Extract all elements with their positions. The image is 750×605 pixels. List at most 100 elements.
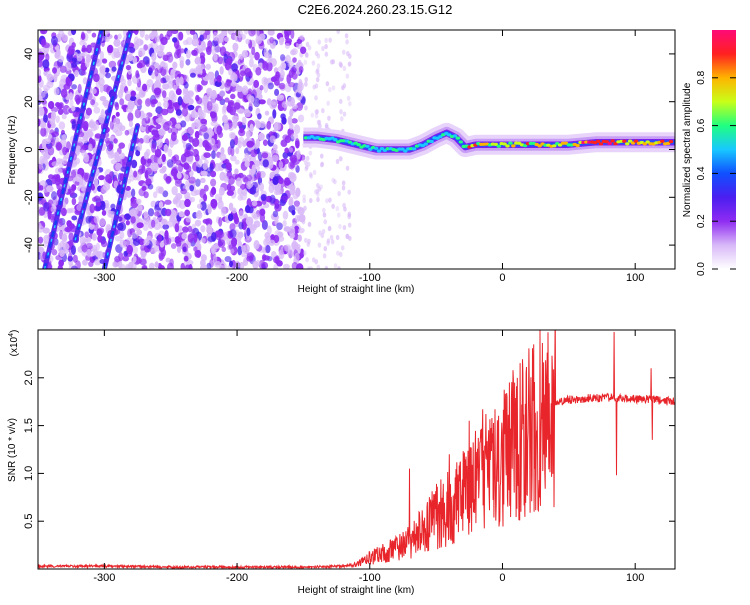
y-tick-label: 40 — [23, 48, 35, 60]
snr-y-label: SNR (10 * v/v) — [7, 418, 18, 482]
noise-blob — [254, 51, 260, 61]
noise-blob — [308, 197, 313, 204]
noise-blob — [159, 241, 165, 248]
noise-blob — [231, 71, 236, 80]
colorbar-axis: 0.0 0.2 0.4 0.6 0.8 — [696, 70, 736, 276]
noise-blob — [347, 61, 352, 67]
noise-blob — [266, 120, 272, 130]
noise-blob — [196, 97, 203, 105]
noise-blob — [58, 259, 64, 267]
noise-blob — [156, 123, 162, 130]
noise-blob — [165, 237, 172, 245]
noise-blob — [331, 85, 336, 91]
noise-blob — [154, 261, 159, 268]
ridge-cell — [455, 136, 461, 140]
noise-blob — [185, 49, 191, 59]
colorbar-tick-label: 0.4 — [696, 166, 707, 180]
noise-blob — [347, 213, 351, 220]
noise-blob — [138, 60, 146, 68]
noise-blob — [38, 99, 42, 106]
ridge-cell — [333, 138, 338, 142]
noise-blob — [345, 73, 350, 79]
noise-blob — [257, 113, 262, 120]
noise-blob — [234, 159, 240, 165]
noise-blob — [337, 266, 341, 269]
noise-blob — [135, 70, 140, 79]
noise-blob — [297, 227, 305, 234]
noise-blob — [219, 66, 224, 75]
noise-blob — [167, 99, 173, 110]
noise-blob — [44, 70, 52, 78]
noise-blob — [325, 198, 329, 204]
noise-blob — [119, 239, 127, 248]
noise-blob — [267, 82, 274, 90]
noise-blob — [170, 131, 177, 142]
noise-blob — [301, 219, 306, 225]
noise-blob — [337, 191, 341, 197]
noise-blob — [348, 101, 352, 107]
noise-blob — [137, 142, 143, 152]
noise-blob — [161, 165, 167, 173]
noise-blob — [339, 116, 344, 122]
noise-blob — [144, 98, 152, 107]
noise-blob — [342, 65, 347, 71]
noise-blob — [195, 178, 201, 187]
noise-blob — [114, 162, 123, 171]
noise-blob — [307, 221, 312, 227]
noise-blob — [173, 84, 178, 91]
noise-blob — [264, 51, 270, 59]
noise-blob — [241, 116, 247, 126]
noise-blob — [47, 146, 55, 156]
noise-blob — [347, 189, 352, 195]
noise-blob — [246, 174, 253, 182]
noise-blob — [296, 149, 301, 160]
noise-blob — [338, 98, 343, 105]
noise-blob — [118, 214, 126, 224]
noise-blob — [114, 34, 119, 40]
noise-blob — [255, 67, 262, 76]
noise-blob — [272, 109, 277, 119]
noise-blob — [104, 67, 110, 73]
noise-blob — [97, 234, 103, 243]
noise-blob — [226, 237, 232, 246]
noise-blob — [175, 109, 182, 116]
noise-blob — [128, 120, 134, 128]
ridge-cell — [356, 143, 361, 147]
ridge-cell — [496, 144, 501, 148]
noise-blob — [71, 197, 77, 206]
noise-blob — [269, 135, 276, 144]
noise-blob — [228, 131, 236, 140]
noise-blob — [136, 198, 142, 205]
noise-blob — [153, 62, 160, 71]
noise-blob — [202, 218, 211, 224]
noise-blob — [158, 128, 166, 136]
noise-blob — [51, 110, 56, 121]
noise-blob — [59, 65, 67, 73]
noise-blob — [113, 117, 121, 127]
noise-blob — [200, 170, 208, 177]
noise-blob — [205, 63, 211, 70]
noise-blob — [140, 244, 146, 251]
noise-blob — [42, 183, 50, 194]
noise-blob — [244, 160, 250, 168]
noise-blob — [85, 59, 90, 68]
noise-blob — [239, 191, 248, 201]
noise-blob — [210, 178, 217, 187]
noise-blob — [290, 132, 299, 140]
noise-blob — [264, 110, 270, 116]
noise-blob — [58, 158, 65, 168]
ridge-cell — [610, 139, 615, 143]
noise-blob — [180, 262, 186, 269]
noise-blob — [171, 93, 177, 103]
noise-blob — [266, 98, 272, 106]
noise-blob — [97, 77, 105, 87]
noise-blob — [266, 61, 273, 72]
noise-blob — [144, 34, 150, 41]
noise-blob — [42, 59, 50, 69]
noise-blob — [326, 238, 331, 244]
ridge-cell — [575, 143, 580, 148]
noise-blob — [312, 169, 317, 175]
noise-blob — [43, 88, 49, 94]
noise-blob — [231, 63, 238, 72]
noise-blob — [158, 201, 164, 209]
